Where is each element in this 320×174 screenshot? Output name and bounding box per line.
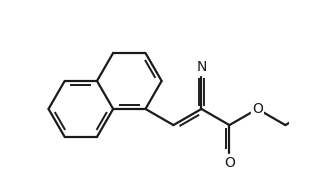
Text: N: N	[196, 60, 207, 74]
Text: O: O	[252, 102, 263, 116]
Text: O: O	[224, 156, 235, 170]
